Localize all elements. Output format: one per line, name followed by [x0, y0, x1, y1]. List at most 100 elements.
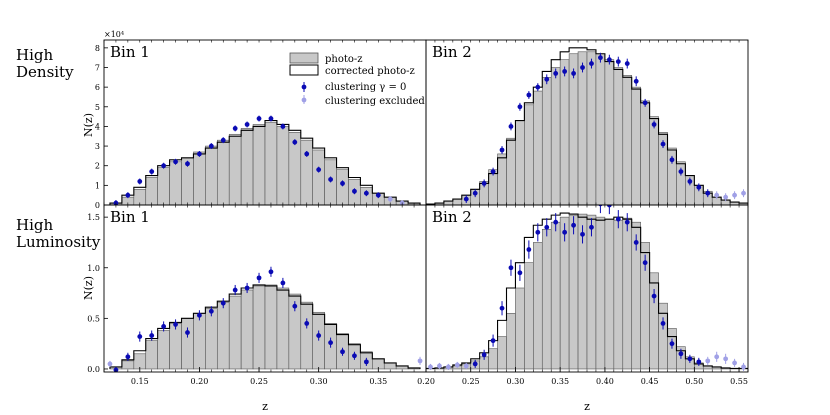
photoz-bar [586, 214, 597, 370]
photoz-bar [604, 59, 615, 205]
photoz-bar [524, 104, 534, 205]
x-tick-label: 0.15 [131, 377, 149, 386]
clustering-point [208, 308, 214, 314]
y-tick-label: 1 [95, 181, 100, 190]
clustering-point [615, 216, 621, 222]
panel-1: Bin 1 0 1 2 3 4 5 6 7 8 [95, 39, 427, 210]
x-tick-label: 0.30 [507, 377, 525, 386]
row-label-high-density: High Density [16, 47, 74, 81]
clustering-point [137, 179, 143, 184]
photoz-bar [506, 137, 516, 205]
row-label-line2: Luminosity [16, 233, 101, 251]
photoz-bar [169, 323, 182, 370]
clustering-point [562, 229, 568, 235]
clustering-point [517, 270, 523, 276]
x-tick-label: 0.45 [641, 377, 659, 386]
x-tick-label: 0.35 [551, 377, 569, 386]
x-tick-label: 0.35 [369, 377, 387, 386]
clustering-point [553, 70, 559, 76]
photoz-bar [205, 307, 218, 370]
legend-swatch-photoz [289, 52, 319, 64]
clustering-point [125, 354, 131, 360]
clustering-point [696, 359, 702, 365]
excluded-point [428, 364, 433, 370]
clustering-point [651, 122, 657, 127]
clustering-point [185, 330, 190, 335]
excluded-point [387, 196, 393, 202]
corrected-photoz-line [109, 284, 421, 369]
x-tick-label: 0.20 [417, 377, 435, 386]
clustering-point [220, 300, 226, 306]
clustering-point [232, 125, 238, 131]
corrected-photoz-line [109, 119, 421, 205]
clustering-point [589, 224, 594, 230]
clustering-point [161, 163, 167, 169]
clustering-point [137, 334, 143, 339]
clustering-point [705, 190, 711, 196]
photoz-bar [559, 59, 570, 205]
photoz-bar [169, 161, 182, 205]
excluded-point [741, 190, 746, 196]
clustering-point [624, 61, 630, 66]
photoz-bar [300, 301, 314, 370]
photoz-bar [157, 167, 170, 205]
x-tick-label: 0.30 [310, 377, 328, 386]
panel-title: Bin 2 [432, 43, 472, 61]
photoz-bar [568, 214, 579, 370]
legend-label-photoz: photo-z [325, 54, 363, 65]
clustering-point [615, 59, 621, 65]
y-tick-label: 1.5 [87, 213, 100, 222]
clustering-point [232, 287, 238, 293]
clustering-point [687, 356, 693, 362]
clustering-point [363, 359, 369, 365]
panel-3: Bin 1 0.0 0.5 1.0 1.5 0.15 0.20 0.25 0.30 0.35 [87, 204, 427, 386]
photoz-bar [228, 295, 242, 370]
y-tick-label: 3 [95, 142, 100, 151]
clustering-point [562, 69, 568, 74]
y-multiplier: ×10⁴ [104, 30, 124, 39]
clustering-point [472, 190, 478, 196]
photoz-bar [649, 116, 659, 205]
panel-plot-area [107, 266, 423, 372]
photoz-bar [649, 272, 659, 370]
photoz-bar [133, 353, 147, 370]
photoz-bar [533, 90, 543, 205]
panel-2: Bin 2 [425, 39, 749, 206]
panel-4: Bin 2 0.20 0.25 0.30 0.35 0.40 0.45 0.50 0.55 [417, 204, 749, 386]
excluded-point [417, 358, 423, 364]
panel-plot-area [426, 205, 748, 371]
x-tick-label: 0.50 [685, 377, 703, 386]
photoz-bar [613, 219, 624, 370]
photoz-bar [622, 217, 633, 370]
photoz-bar [595, 53, 606, 205]
clustering-point [642, 100, 648, 106]
clustering-point [499, 305, 505, 311]
photoz-bar [240, 289, 254, 370]
panel-title: Bin 1 [110, 208, 150, 226]
clustering-point [149, 333, 155, 338]
clustering-point [244, 122, 250, 127]
clustering-point [280, 280, 286, 286]
excluded-point [463, 363, 469, 369]
clustering-point [642, 260, 648, 266]
photoz-bar [276, 287, 290, 370]
panel-title: Bin 2 [432, 208, 472, 226]
clustering-point [463, 196, 469, 202]
excluded-point [705, 358, 711, 364]
excluded-point [723, 356, 729, 362]
clustering-point [292, 139, 298, 145]
y-tick-label: 8 [95, 44, 100, 53]
clustering-point [526, 247, 532, 252]
photoz-bar [640, 100, 650, 205]
legend-label-excluded: clustering excluded [325, 96, 425, 107]
photoz-bar [613, 67, 624, 205]
clustering-point [553, 219, 559, 225]
clustering-point [669, 157, 675, 163]
y-tick-label: 7 [95, 64, 100, 73]
clustering-point [544, 76, 550, 82]
photoz-bar [181, 318, 194, 370]
legend-marker-clustering [301, 84, 307, 90]
photoz-bar [452, 198, 463, 205]
x-tick-label: 0.20 [191, 377, 209, 386]
